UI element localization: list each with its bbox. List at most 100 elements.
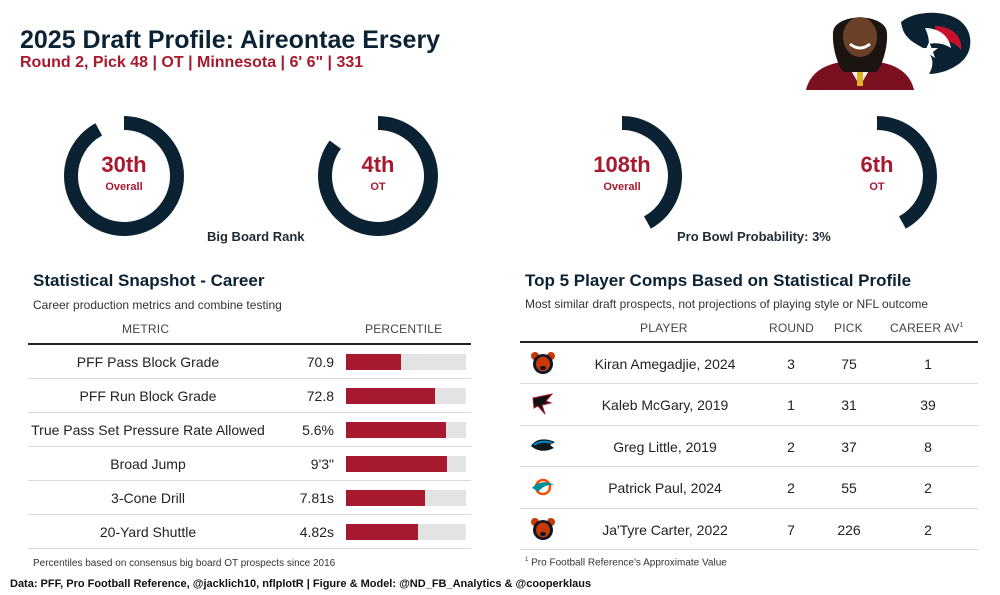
stat-metric: 3-Cone Drill [111,490,185,506]
comp-round: 2 [787,438,795,455]
career-av-label: CAREER AV [890,321,960,335]
stat-row: True Pass Set Pressure Rate Allowed 5.6% [28,413,471,447]
snapshot-footnote: Percentiles based on consensus big board… [33,558,336,569]
comp-round: 3 [787,356,795,372]
bears-logo-icon [530,517,556,541]
comps-subtitle: Most similar draft prospects, not projec… [525,297,929,311]
stat-row: Broad Jump 9'3" [28,447,471,481]
percentile-bar-fill [346,524,418,540]
table-row: Patrick Paul, 2024 2 55 2 [520,467,978,509]
percentile-column-header: PERCENTILE [365,322,443,336]
comp-round: 7 [787,521,795,538]
comp-career-av: 2 [924,521,932,538]
comp-career-av: 1 [924,356,932,372]
percentile-bar-fill [346,456,447,472]
comp-player-name: Ja'Tyre Carter, 2022 [602,521,728,538]
stat-row: 20-Yard Shuttle 4.82s [28,515,471,549]
draft-info-subtitle: Round 2, Pick 48 | OT | Minnesota | 6' 6… [20,54,364,71]
stat-metric: PFF Pass Block Grade [76,354,220,370]
page-title: 2025 Draft Profile: Aireontae Ersery [20,26,441,54]
percentile-bar-fill [346,422,446,438]
comp-round: 2 [787,480,795,497]
gauge-label: Overall [105,181,143,193]
stat-value: 4.82s [299,524,334,540]
percentile-bar [346,456,466,472]
gauge-big-board-position: 4th OT [316,114,440,238]
gauge-ring [318,116,438,236]
metric-column-header: METRIC [122,322,170,336]
comp-career-av: 8 [924,438,932,455]
gauge-big-board-overall: 30th Overall [62,114,186,238]
stat-metric: True Pass Set Pressure Rate Allowed [31,422,265,438]
gauge-label: OT [370,181,386,193]
percentile-bar-fill [346,354,402,370]
career-av-column-header: CAREER AV1 [890,321,964,335]
comp-pick: 31 [841,397,857,414]
gauge-label: OT [869,181,885,193]
comp-player-name: Patrick Paul, 2024 [608,480,722,497]
stat-value: 9'3" [310,456,334,472]
gauge-value: 4th [361,152,395,177]
percentile-bar-fill [346,388,435,404]
gauge-label: Overall [603,181,641,193]
table-row: Ja'Tyre Carter, 2022 7 226 2 [520,509,978,550]
comps-title: Top 5 Player Comps Based on Statistical … [525,271,912,290]
stat-value: 5.6% [302,422,334,438]
stat-value: 70.9 [306,354,334,370]
percentile-bar [346,354,466,370]
bears-logo-icon [530,351,556,375]
percentile-bar-fill [346,490,426,506]
snapshot-subtitle: Career production metrics and combine te… [33,298,282,312]
stat-value: 72.8 [306,388,334,404]
gauge-ring [817,116,937,236]
comp-pick: 55 [841,480,857,497]
gauge-ring [64,116,184,236]
comp-player-name: Greg Little, 2019 [613,438,717,455]
comp-pick: 75 [841,356,857,372]
pick-column-header: PICK [834,321,863,335]
stat-row: 3-Cone Drill 7.81s [28,481,471,515]
gauge-value: 108th [593,152,651,177]
gauge-value: 6th [860,152,894,177]
big-board-rank-caption: Big Board Rank [207,229,305,244]
gauge-ring [562,116,682,236]
comp-pick: 226 [837,521,861,538]
table-row: Greg Little, 2019 2 37 8 [520,426,978,468]
stat-metric: Broad Jump [110,456,186,472]
stat-row: PFF Run Block Grade 72.8 [28,379,471,413]
dolphins-logo-icon [530,475,556,499]
table-row: Kiran Amegadjie, 2024 3 75 1 [520,343,978,385]
footnote-marker: 1 [525,557,529,563]
comp-career-av: 2 [924,480,932,497]
texans-logo-icon [893,8,975,78]
stat-metric: 20-Yard Shuttle [99,524,197,540]
footnote-text: Pro Football Reference's Approximate Val… [531,557,727,569]
round-column-header: ROUND [769,321,814,335]
data-credits: Data: PFF, Pro Football Reference, @jack… [10,578,592,590]
percentile-bar [346,422,466,438]
player-headshot-image [800,6,920,90]
gauge-value: 30th [101,152,147,177]
percentile-bar [346,388,466,404]
stat-snapshot-table: PFF Pass Block Grade 70.9 PFF Run Block … [28,343,471,549]
comp-round: 1 [787,397,795,414]
percentile-bar [346,490,466,506]
comps-footnote: 1 Pro Football Reference's Approximate V… [525,557,727,568]
stat-value: 7.81s [299,490,334,506]
comp-player-name: Kaleb McGary, 2019 [601,397,729,414]
gauge-pro-bowl-overall: 108th Overall [560,114,684,238]
player-column-header: PLAYER [640,321,688,335]
pro-bowl-probability-caption: Pro Bowl Probability: 3% [677,229,831,244]
snapshot-title: Statistical Snapshot - Career [33,271,265,290]
player-comps-table: Kiran Amegadjie, 2024 3 75 1 Kaleb McGar… [520,341,978,550]
stat-row: PFF Pass Block Grade 70.9 [28,345,471,379]
panthers-logo-icon [530,434,556,458]
percentile-bar [346,524,466,540]
comp-player-name: Kiran Amegadjie, 2024 [594,356,736,372]
comp-pick: 37 [841,438,857,455]
comp-career-av: 39 [920,397,936,414]
stat-metric: PFF Run Block Grade [79,388,217,404]
gauge-pro-bowl-position: 6th OT [815,114,939,238]
falcons-logo-icon [530,392,556,416]
table-row: Kaleb McGary, 2019 1 31 39 [520,384,978,426]
